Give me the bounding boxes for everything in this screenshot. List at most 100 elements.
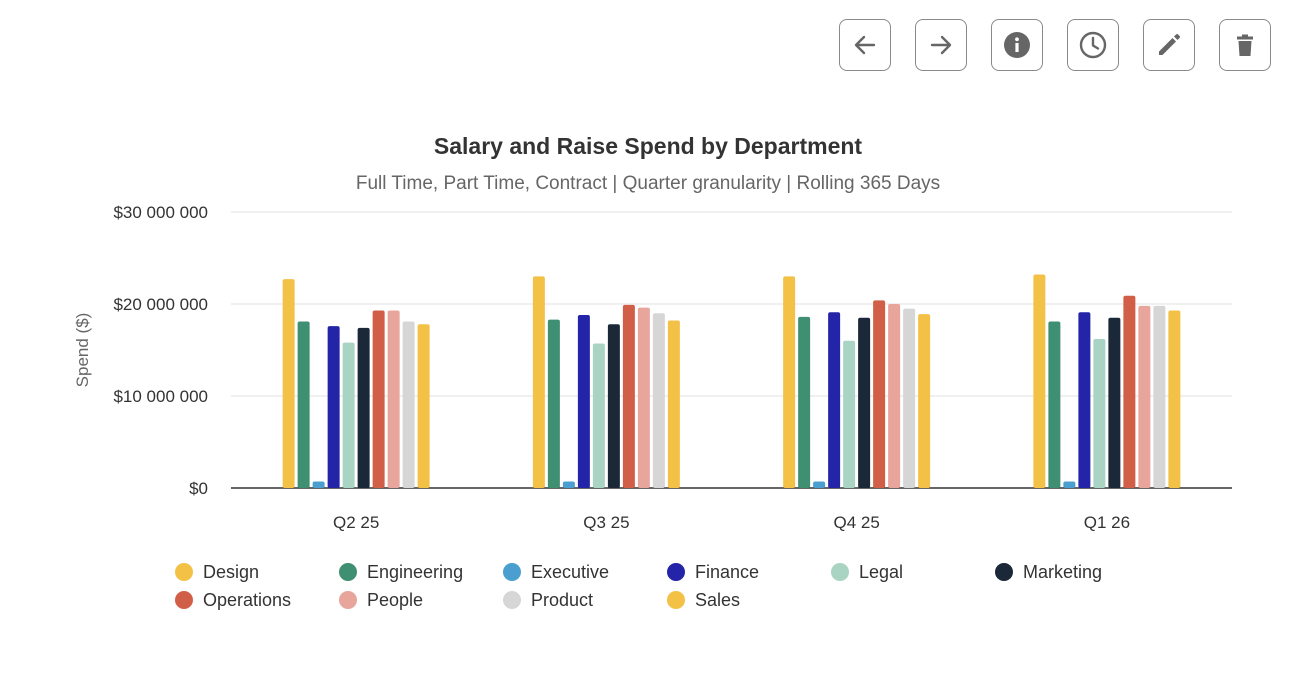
info-button[interactable] (991, 19, 1043, 71)
bar-legal-q1-26[interactable] (1093, 338, 1106, 488)
bar-legal-q4-25[interactable] (843, 340, 856, 488)
clock-icon (1079, 31, 1107, 59)
bar-sales-q4-25[interactable] (918, 314, 931, 488)
bar-operations-q2-25[interactable] (372, 310, 385, 488)
legend-item-marketing[interactable]: Marketing (993, 561, 1157, 583)
edit-button[interactable] (1143, 19, 1195, 71)
legend-label: Engineering (367, 561, 464, 582)
bar-legal-q3-25[interactable] (592, 343, 605, 488)
bar-design-q3-25[interactable] (532, 276, 545, 488)
back-button[interactable] (839, 19, 891, 71)
legend-item-legal[interactable]: Legal (829, 561, 993, 583)
pencil-icon (1159, 34, 1180, 55)
legend-swatch (503, 563, 521, 581)
bar-design-q2-25[interactable] (282, 279, 295, 488)
bar-operations-q1-26[interactable] (1123, 295, 1136, 488)
legend-label: Product (531, 589, 594, 610)
legend-label: Legal (859, 561, 904, 582)
legend-swatch (175, 591, 193, 609)
legend-item-people[interactable]: People (337, 589, 501, 611)
x-tick-label: Q1 26 (1084, 513, 1130, 532)
legend-item-operations[interactable]: Operations (173, 589, 337, 611)
bar-design-q1-26[interactable] (1033, 274, 1046, 488)
toolbar (839, 19, 1271, 71)
bar-legal-q2-25[interactable] (342, 342, 355, 488)
arrow-right-icon (930, 35, 952, 55)
bar-sales-q2-25[interactable] (417, 324, 430, 488)
bar-product-q1-26[interactable] (1153, 305, 1166, 488)
x-tick-label: Q3 25 (583, 513, 629, 532)
legend-label: Operations (203, 589, 292, 610)
bar-marketing-q3-25[interactable] (607, 324, 620, 488)
bar-product-q4-25[interactable] (903, 308, 916, 488)
bar-marketing-q4-25[interactable] (858, 317, 871, 488)
legend-label: Finance (695, 561, 760, 582)
legend-label: Executive (531, 561, 610, 582)
bar-executive-q1-26[interactable] (1063, 481, 1076, 488)
legend-item-design[interactable]: Design (173, 561, 337, 583)
legend-label: Marketing (1023, 561, 1103, 582)
legend-swatch (175, 563, 193, 581)
legend-label: Sales (695, 589, 741, 610)
bar-engineering-q4-25[interactable] (798, 316, 811, 488)
chart-subtitle: Full Time, Part Time, Contract | Quarter… (356, 173, 940, 194)
bar-product-q3-25[interactable] (652, 313, 665, 488)
bar-sales-q1-26[interactable] (1168, 310, 1181, 488)
legend-swatch (503, 591, 521, 609)
bar-marketing-q1-26[interactable] (1108, 317, 1121, 488)
x-labels-layer: Q2 25 Q3 25 Q4 25 Q1 26 (333, 513, 1130, 532)
legend-swatch (667, 563, 685, 581)
legend-item-product[interactable]: Product (501, 589, 665, 611)
x-tick-label: Q4 25 (833, 513, 879, 532)
chart-title: Salary and Raise Spend by Department (434, 133, 863, 159)
y-axis-label: Spend ($) (73, 313, 92, 388)
chart-svg: Salary and Raise Spend by Department Ful… (73, 133, 1232, 532)
bar-finance-q3-25[interactable] (577, 315, 590, 488)
bar-sales-q3-25[interactable] (667, 320, 680, 488)
bar-operations-q3-25[interactable] (622, 304, 635, 488)
bar-people-q3-25[interactable] (637, 307, 650, 488)
legend: Design Engineering Executive Finance Legal Ma… (173, 561, 1163, 611)
history-button[interactable] (1067, 19, 1119, 71)
bar-executive-q4-25[interactable] (813, 481, 826, 488)
arrow-left-icon (854, 35, 876, 55)
y-tick-label: $10 000 000 (113, 387, 208, 406)
legend-label: Design (203, 561, 260, 582)
bar-operations-q4-25[interactable] (873, 300, 886, 488)
bar-engineering-q3-25[interactable] (547, 319, 560, 488)
bar-marketing-q2-25[interactable] (357, 327, 370, 488)
legend-item-finance[interactable]: Finance (665, 561, 829, 583)
bar-people-q2-25[interactable] (387, 310, 400, 488)
info-icon (1004, 32, 1030, 58)
forward-button[interactable] (915, 19, 967, 71)
legend-swatch (667, 591, 685, 609)
y-tick-label: $0 (189, 479, 208, 498)
bar-finance-q4-25[interactable] (828, 312, 841, 488)
grid-layer: $0 $10 000 000 $20 000 000 $30 000 000 (113, 203, 1232, 498)
delete-button[interactable] (1219, 19, 1271, 71)
trash-icon (1237, 34, 1253, 56)
legend-swatch (831, 563, 849, 581)
legend-label: People (367, 589, 424, 610)
x-tick-label: Q2 25 (333, 513, 379, 532)
bar-executive-q3-25[interactable] (562, 481, 575, 488)
bar-executive-q2-25[interactable] (312, 481, 325, 488)
bar-design-q4-25[interactable] (783, 276, 796, 488)
legend-swatch (339, 563, 357, 581)
bar-people-q4-25[interactable] (888, 304, 901, 488)
y-tick-label: $30 000 000 (113, 203, 208, 222)
legend-item-sales[interactable]: Sales (665, 589, 829, 611)
legend-swatch (995, 563, 1013, 581)
bar-people-q1-26[interactable] (1138, 305, 1151, 488)
bar-product-q2-25[interactable] (402, 321, 415, 488)
bar-finance-q1-26[interactable] (1078, 312, 1091, 488)
legend-item-executive[interactable]: Executive (501, 561, 665, 583)
legend-swatch (339, 591, 357, 609)
bars-layer (282, 274, 1181, 488)
legend-item-engineering[interactable]: Engineering (337, 561, 501, 583)
bar-finance-q2-25[interactable] (327, 326, 340, 488)
y-tick-label: $20 000 000 (113, 295, 208, 314)
bar-engineering-q1-26[interactable] (1048, 321, 1061, 488)
bar-engineering-q2-25[interactable] (297, 321, 310, 488)
